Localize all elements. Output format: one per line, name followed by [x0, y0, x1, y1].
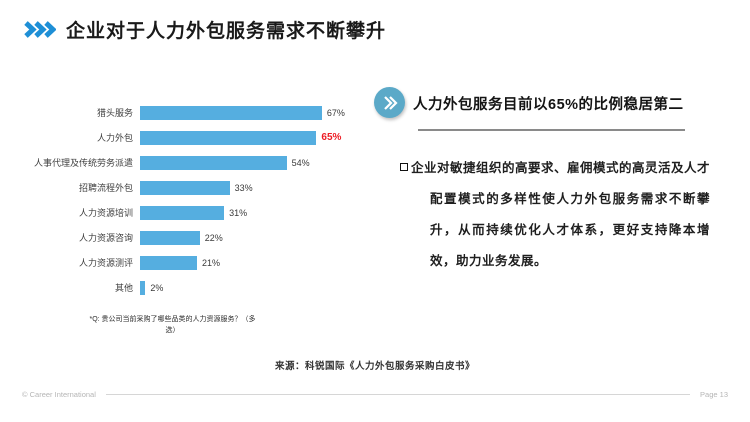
chart-row: 人力外包 65% [30, 125, 360, 150]
chart-row: 人力资源测评 21% [30, 250, 360, 275]
category-label: 人事代理及传统劳务派遣 [33, 158, 133, 168]
double-chevron-circle-icon [374, 87, 405, 118]
bar-area: 22% [140, 230, 360, 245]
bar [140, 280, 146, 295]
bar-area: 65% [140, 130, 360, 145]
bar [140, 205, 225, 220]
category-label: 招聘流程外包 [78, 183, 133, 193]
panel-body-text: 企业对敏捷组织的高要求、雇佣模式的高灵活及人才配置模式的多样性使人力外包服务需求… [400, 153, 710, 277]
bar-area: 2% [140, 280, 360, 295]
bar-area: 31% [140, 205, 360, 220]
chart-row: 招聘流程外包 33% [30, 175, 360, 200]
category-label: 人力资源咨询 [78, 233, 133, 243]
value-label: 22% [204, 232, 223, 243]
chart-row: 猎头服务 67% [30, 100, 360, 125]
bar-area: 21% [140, 255, 360, 270]
bar-area: 67% [140, 105, 360, 120]
footer-copyright: © Career International [22, 390, 96, 399]
category-label: 人力资源培训 [78, 208, 133, 218]
triple-chevron-icon [24, 21, 56, 38]
bar [140, 155, 287, 170]
chart-footnote: *Q: 贵公司当前采购了哪些品类的人力资源服务？（多选） [89, 316, 256, 334]
footer: © Career International Page 13 [22, 390, 728, 399]
value-label: 31% [229, 207, 248, 218]
footer-page-number: Page 13 [700, 390, 728, 399]
title-row: 企业对于人力外包服务需求不断攀升 [24, 16, 386, 43]
bar-area: 33% [140, 180, 360, 195]
category-label: 猎头服务 [96, 108, 133, 118]
value-label: 65% [321, 132, 342, 143]
chart-row: 人事代理及传统劳务派遣 54% [30, 150, 360, 175]
value-label: 21% [202, 257, 221, 268]
page-title: 企业对于人力外包服务需求不断攀升 [66, 21, 387, 42]
square-bullet-icon [400, 163, 408, 171]
chart-row: 人力资源咨询 22% [30, 225, 360, 250]
footer-divider [105, 394, 691, 395]
value-label: 67% [326, 107, 345, 118]
category-label: 人力资源测评 [78, 258, 133, 268]
chart-row: 其他 2% [30, 275, 360, 300]
heading-underline [418, 129, 685, 131]
chart-row: 人力资源培训 31% [30, 200, 360, 225]
category-label: 人力外包 [96, 133, 133, 143]
bar [140, 255, 197, 270]
value-label: 2% [150, 282, 164, 293]
bar [140, 180, 230, 195]
bar [140, 105, 322, 120]
bar-chart: 猎头服务 67% 人力外包 65% 人事代理及传统劳务派遣 54% 招聘流程外包 33% 人力资… [30, 100, 360, 300]
bar [140, 130, 317, 145]
value-label: 33% [234, 182, 253, 193]
category-label: 其他 [114, 283, 133, 293]
bar [140, 230, 200, 245]
source-line: 来源：科锐国际《人力外包服务采购白皮书》 [274, 361, 475, 372]
value-label: 54% [291, 157, 310, 168]
bar-area: 54% [140, 155, 360, 170]
panel-heading: 人力外包服务目前以65%的比例稳居第二 [413, 97, 684, 113]
panel-body: 企业对敏捷组织的高要求、雇佣模式的高灵活及人才配置模式的多样性使人力外包服务需求… [411, 161, 711, 268]
